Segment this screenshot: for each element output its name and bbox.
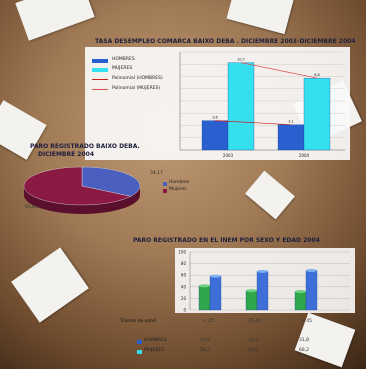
legend-label: HOMBRES — [112, 57, 135, 62]
legend-label: MUJERES — [112, 66, 133, 71]
data-label: 3,1 — [288, 120, 294, 124]
pie-side — [24, 186, 140, 214]
pie-value-label: 34,17 — [150, 171, 163, 176]
category-label: < 25 — [203, 319, 214, 324]
y-tick-label: 80 — [181, 261, 187, 266]
pie-title-line-2: DICIEMBRE 2004 — [38, 151, 94, 158]
table-value: 68,2 — [299, 348, 310, 353]
y-tick-label: 40 — [181, 284, 187, 289]
legend-swatch-hombres — [137, 340, 142, 344]
legend-label: Hombres — [169, 180, 190, 185]
legend-line — [92, 89, 108, 90]
legend-swatch-pie-mujeres — [163, 189, 167, 193]
category-label: > 45 — [301, 319, 312, 324]
bar-cap — [199, 284, 210, 288]
legend-line — [92, 79, 108, 80]
trendline-hombres — [214, 120, 292, 126]
table-value: 58,2 — [200, 348, 211, 353]
trendline-mujeres — [240, 62, 318, 79]
y-tick-label: 20 — [181, 296, 187, 301]
y-tick-label: 100 — [178, 250, 186, 255]
bar-cap — [257, 269, 268, 273]
bar-cap — [210, 274, 221, 278]
bar-mujeres-0 — [209, 276, 222, 311]
legend-label: Mujeres — [169, 187, 187, 192]
pie-title-line-1: PARO REGISTRADO BAIXO DEBA. — [30, 143, 140, 150]
x-tick-label: 2004 — [299, 153, 310, 158]
pie-value-label: 65,83 — [25, 205, 38, 210]
table-value: 41,8 — [200, 338, 211, 343]
bar-cap — [306, 268, 317, 272]
legend-label: Polinomial (MUJERES) — [112, 86, 161, 91]
chart-title: TASA DESEMPLEO COMARCA BAIXO DEBA . DICI… — [95, 38, 356, 45]
legend-swatch-mujeres — [137, 350, 142, 354]
y-tick-label: 60 — [181, 273, 187, 278]
legend-swatch-pie-hombres — [163, 182, 167, 186]
bar-mujeres-2004 — [303, 77, 331, 151]
bar-mujeres-2003 — [227, 62, 255, 151]
bar-hombres-0 — [198, 285, 211, 311]
table-value: 66,6 — [248, 348, 259, 353]
y-tick-label: 0 — [183, 308, 186, 313]
bar-mujeres-1 — [256, 271, 269, 311]
legend-swatch-mujeres — [92, 68, 108, 72]
bar-hombres-2 — [294, 291, 307, 311]
data-label: 8,8 — [314, 73, 320, 77]
legend-label: HOMBRES — [144, 338, 167, 343]
category-label: 25-44 — [248, 319, 262, 324]
bar-hombres-2003 — [201, 120, 229, 151]
bar-hombres-1 — [245, 290, 258, 311]
data-label: 3,6 — [212, 116, 218, 120]
data-label: 10,7 — [237, 58, 245, 62]
legend-label: Polinomial (HOMBRES) — [112, 76, 163, 81]
table-value: 31,8 — [299, 338, 310, 343]
x-tick-label: 2003 — [223, 153, 234, 158]
legend-label: MUJERES — [144, 348, 165, 353]
chart-title: PARO REGISTRADO EN EL INEM POR SEXO Y ED… — [133, 237, 320, 244]
bar-cap — [295, 290, 306, 294]
table-value: 33,4 — [248, 338, 259, 343]
legend-swatch-hombres — [92, 59, 108, 63]
table-header: Tramos de edad — [120, 319, 156, 324]
bar-cap — [246, 289, 257, 293]
bar-mujeres-2 — [305, 270, 318, 311]
